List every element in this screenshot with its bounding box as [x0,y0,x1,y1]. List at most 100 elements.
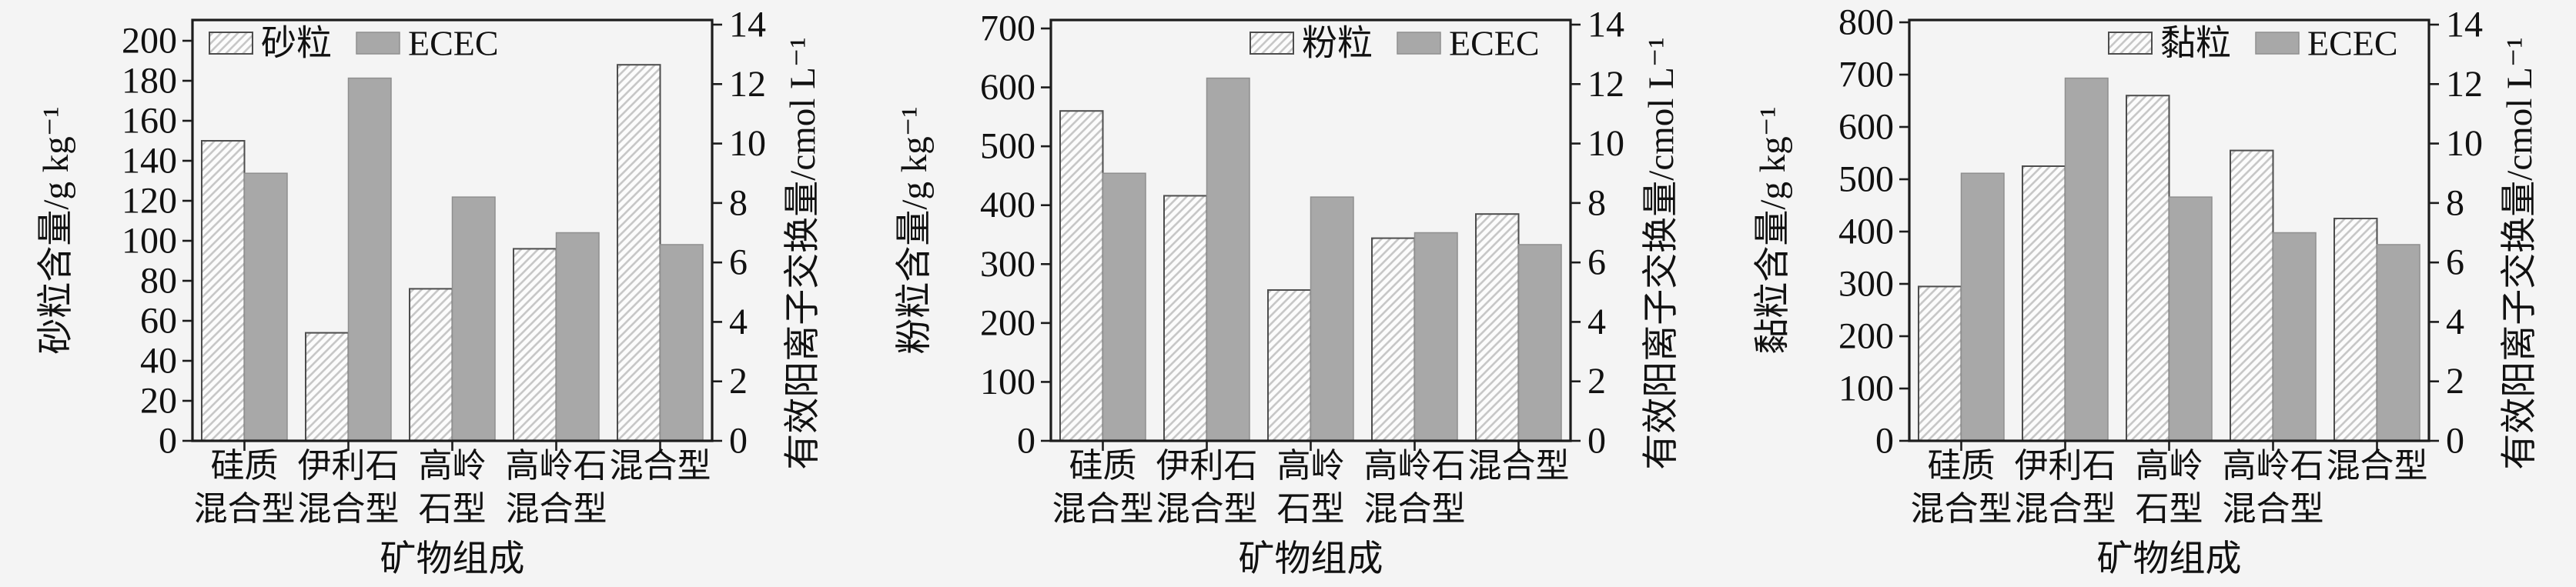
right-tick-label: 6 [729,242,748,283]
x-category-label: 伊利石 [2015,447,2116,485]
bar-silt-1 [1059,110,1104,442]
left-tick-label: 200 [122,21,177,62]
bar-sand-5 [617,64,661,442]
right-tick-label: 2 [2446,361,2464,402]
left-tick-label: 500 [1838,159,1894,200]
legend: 黏粒 ECEC [2108,24,2398,63]
right-tick-label: 4 [729,302,748,342]
legend-label-ecec: ECEC [1449,24,1540,63]
bar-ecec-5 [659,244,704,442]
bar-silt-2 [1163,195,1208,442]
left-tick-label: 0 [1875,421,1894,462]
right-tick-label: 2 [729,361,748,402]
bar-ecec-4 [1413,232,1458,442]
x-category-label: 混合型 [1911,490,2012,528]
x-category-label: 硅质 [1069,447,1137,485]
left-tick-label: 100 [1838,369,1894,409]
x-category-label: 混合型 [2223,490,2324,528]
x-axis-title: 矿物组成 [380,539,525,579]
left-y-axis-title: 黏粒含量/g kg⁻¹ [1753,106,1793,354]
bar-clay-2 [2022,165,2066,442]
chart-svg: 02040608010012014016018020002468101214硅质… [36,5,823,580]
right-tick-label: 8 [729,182,748,223]
bar-ecec-2 [1206,77,1250,442]
chart-svg: 010020030040050060070080002468101214硅质混合… [1753,2,2540,580]
left-tick-label: 700 [1838,55,1894,95]
x-category-label: 混合型 [2015,490,2116,528]
right-tick-label: 6 [1587,242,1606,283]
bar-ecec-4 [555,232,600,442]
legend: 砂粒 ECEC [209,24,499,63]
bar-sand-4 [513,248,557,442]
bar-ecec-2 [347,77,392,442]
x-category-label: 高岭石 [1364,447,1466,485]
bar-ecec-3 [451,196,496,442]
x-category-label: 混合型 [1364,490,1466,528]
left-tick-label: 100 [980,362,1035,402]
bar-silt-4 [1371,237,1416,442]
right-tick-label: 8 [1587,182,1606,223]
left-tick-label: 40 [140,341,177,382]
left-tick-label: 80 [140,261,177,302]
left-y-axis-title: 粉粒含量/g kg⁻¹ [895,106,935,354]
x-category-label: 硅质 [211,447,279,485]
bar-silt-5 [1475,213,1520,442]
legend-label-silt: 粉粒 [1302,24,1373,63]
left-tick-label: 700 [980,8,1035,49]
left-tick-label: 100 [122,221,177,262]
x-category-label: 混合型 [610,447,711,485]
left-tick-label: 140 [122,141,177,182]
bar-ecec-2 [2064,77,2109,442]
right-tick-label: 2 [1587,361,1606,402]
left-tick-label: 20 [140,381,177,422]
left-tick-label: 600 [1838,107,1894,148]
legend-label-ecec: ECEC [408,24,499,63]
bar-sand-2 [305,332,350,442]
left-tick-label: 160 [122,101,177,142]
legend-label-ecec: ECEC [2307,24,2398,63]
x-category-label: 混合型 [2327,447,2428,485]
right-tick-label: 0 [1587,421,1606,462]
x-category-label: 石型 [2136,490,2203,528]
x-category-label: 混合型 [1156,490,1258,528]
bar-sand-3 [409,288,453,442]
bar-ecec-1 [1960,172,2005,442]
left-tick-label: 300 [980,244,1035,285]
chart-panel-silt: 0 100 200 300 400 500 600 700 0 2 4 6 8 10 12 14 硅质 混合型 伊利… [858,0,1717,587]
bar-ecec-4 [2272,232,2317,442]
legend-swatch-ecec [1397,32,1441,55]
left-tick-label: 400 [1838,212,1894,252]
legend-swatch-ecec [356,32,400,55]
x-category-label: 高岭石 [506,447,607,485]
bar-ecec-5 [2376,244,2420,442]
bar-ecec-3 [2168,196,2213,442]
x-category-label: 高岭 [419,447,487,485]
bar-ecec-3 [1310,196,1354,442]
x-axis-title: 矿物组成 [1239,539,1383,579]
bar-sand-1 [201,140,246,442]
right-y-axis-title: 有效阳离子交换量/cmol L⁻¹ [783,37,823,469]
bar-clay-4 [2230,149,2274,442]
x-category-label: 混合型 [1468,447,1570,485]
x-category-label: 伊利石 [298,447,400,485]
left-tick-label: 180 [122,61,177,102]
right-tick-label: 12 [2446,64,2483,105]
legend-swatch-clay [2108,32,2153,55]
x-category-label: 高岭 [1277,447,1345,485]
x-category-label: 混合型 [1052,490,1154,528]
bar-ecec-5 [1517,244,1562,442]
right-tick-label: 10 [729,123,766,164]
left-tick-label: 0 [159,421,177,462]
x-category-label: 硅质 [1928,447,1996,485]
bar-silt-3 [1267,288,1312,442]
legend: 粉粒 ECEC [1250,24,1540,63]
right-tick-label: 4 [2446,302,2464,342]
right-tick-label: 8 [2446,182,2464,223]
chart-svg: 010020030040050060070002468101214硅质混合型伊利… [895,5,1681,580]
x-category-label: 混合型 [194,490,296,528]
right-tick-label: 0 [2446,421,2464,462]
right-y-axis-title: 有效阳离子交换量/cmol L⁻¹ [1641,37,1681,469]
right-y-axis-title: 有效阳离子交换量/cmol L⁻¹ [2500,37,2540,469]
right-tick-label: 14 [2446,5,2483,45]
